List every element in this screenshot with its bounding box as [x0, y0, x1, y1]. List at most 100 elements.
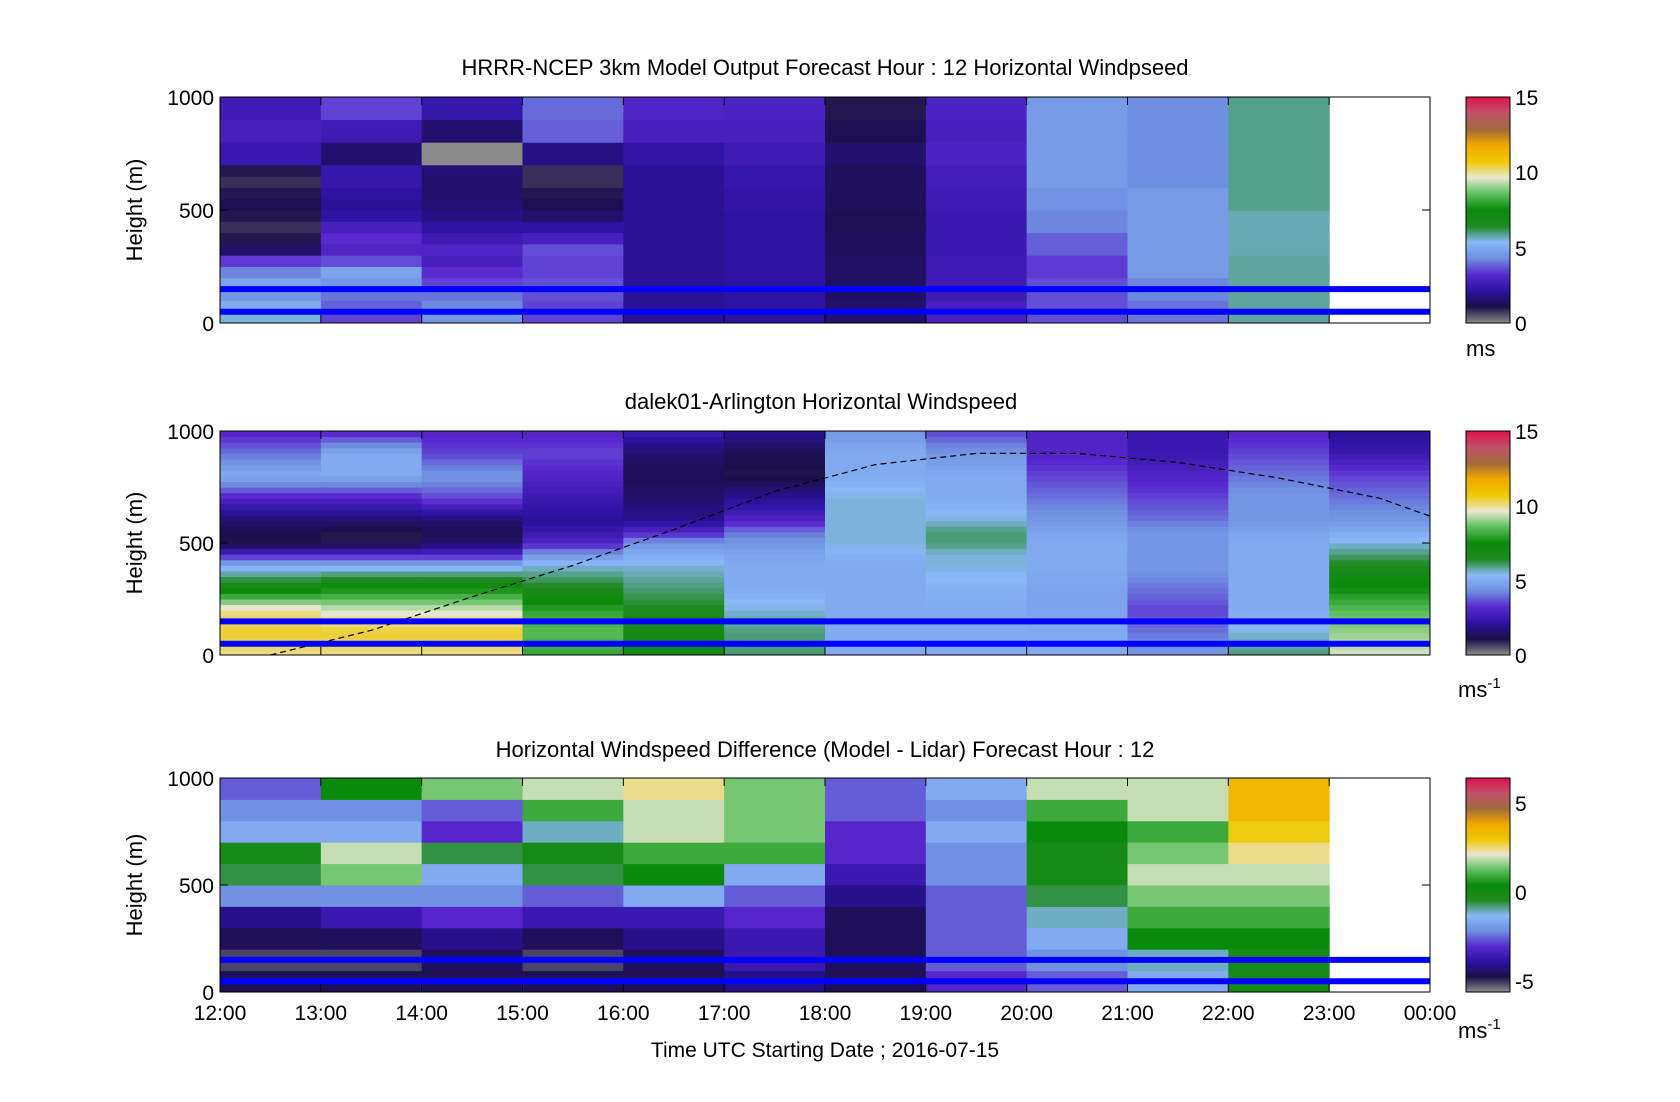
heatmap-cell [825, 130, 927, 143]
heatmap-cell [623, 464, 725, 471]
x-tick-label: 12:00 [194, 1002, 247, 1025]
heatmap-cell [724, 447, 826, 454]
heatmap-cell [522, 503, 624, 510]
heatmap-cell [724, 453, 826, 460]
heatmap-cell [623, 610, 725, 617]
heatmap-cell [220, 97, 322, 109]
heatmap-cell [220, 442, 322, 449]
heatmap-cell [1026, 587, 1128, 594]
heatmap-cell [825, 559, 927, 566]
heatmap-cell [1228, 130, 1330, 143]
heatmap-cell [623, 799, 725, 822]
heatmap-cell [724, 255, 826, 267]
heatmap-cell [421, 255, 523, 267]
heatmap-cell [1228, 487, 1330, 494]
heatmap-cell [623, 470, 725, 477]
heatmap-cell [421, 565, 523, 572]
heatmap-cell [522, 255, 624, 267]
heatmap-cell [825, 198, 927, 211]
heatmap-cell [1026, 927, 1128, 950]
heatmap-cell [220, 153, 322, 166]
heatmap-cell [220, 119, 322, 132]
heatmap-cell [1127, 475, 1229, 482]
x-ticks-difference: 12:00 13:00 14:00 15:00 16:00 17:00 18:00 19:00… [194, 778, 1456, 1025]
heatmap-cell [825, 515, 927, 522]
heatmap-cell [925, 108, 1028, 121]
heatmap-cell [522, 210, 624, 222]
heatmap-cell [724, 520, 826, 527]
heatmap-cell [220, 311, 322, 323]
heatmap-cell [724, 436, 826, 443]
heatmap-cell [1228, 198, 1330, 211]
heatmap-cell [925, 927, 1028, 950]
heatmap-cell [320, 565, 423, 572]
heatmap-cell [522, 130, 624, 143]
heatmap-cell [421, 820, 523, 843]
colorbar-tick-label: 10 [1515, 496, 1538, 519]
heatmap-cell [522, 97, 624, 109]
heatmap-cell [925, 459, 1028, 466]
colorbar-tick-label: 5 [1515, 238, 1527, 261]
colorbar-tick-label: -5 [1515, 971, 1534, 994]
heatmap-cell [421, 778, 523, 800]
heatmap-cell [623, 436, 725, 443]
heatmap-cell [522, 548, 624, 555]
heatmap-cell [320, 531, 423, 538]
heatmap-cell [320, 187, 423, 200]
heatmap-cell [1127, 108, 1229, 121]
heatmap-cell [320, 198, 423, 211]
heatmap-cell [623, 142, 725, 154]
heatmap-cell [1026, 243, 1128, 256]
heatmap-cell [1026, 475, 1128, 482]
x-tick-label: 23:00 [1303, 1002, 1356, 1025]
x-tick-label: 19:00 [900, 1002, 953, 1025]
heatmap-cell [522, 232, 624, 245]
heatmap-cell [421, 643, 523, 650]
heatmap-cell [1329, 604, 1430, 611]
heatmap-cell [220, 863, 322, 886]
heatmap-cell [1329, 492, 1430, 499]
heatmap-cell [1127, 447, 1229, 454]
x-tick-label: 21:00 [1101, 1002, 1154, 1025]
heatmap-cell [220, 232, 322, 245]
heatmap-cell [825, 277, 927, 290]
heatmap-cell [623, 885, 725, 907]
heatmap-cell [320, 906, 423, 929]
heatmap-cell [623, 475, 725, 482]
heatmap-cell [1127, 255, 1229, 267]
overlay-dashed-line [270, 452, 1430, 655]
heatmap-cell [421, 885, 523, 907]
heatmap-cell [1026, 187, 1128, 200]
heatmap-cell [1127, 927, 1229, 950]
heatmap-cell [825, 543, 927, 550]
colorbar-unit-lidar: ms-1 [1458, 675, 1501, 702]
heatmap-cell [220, 554, 322, 561]
colorbar-tick-label: 5 [1515, 571, 1527, 594]
heatmap-cell [522, 436, 624, 443]
heatmap-cell [724, 210, 826, 222]
heatmap-cell [925, 130, 1028, 143]
heatmap-cell [421, 459, 523, 466]
heatmap-cell [1228, 604, 1330, 611]
heatmap-cell [220, 576, 322, 583]
heatmap-cell [522, 277, 624, 290]
heatmap-cell [925, 164, 1028, 177]
heatmap-cell [724, 604, 826, 611]
heatmap-cell [623, 492, 725, 499]
colorbar-tick-label: 0 [1515, 882, 1527, 905]
heatmap-cell [623, 537, 725, 544]
heatmap-cell [623, 543, 725, 550]
heatmap-cell [1127, 232, 1229, 245]
heatmap-cell [320, 649, 423, 655]
heatmap-cell [220, 526, 322, 533]
heatmap-cell [220, 885, 322, 907]
heatmap-cell [724, 431, 826, 438]
heatmap-cell [320, 492, 423, 499]
heatmap-cell [522, 906, 624, 929]
heatmap-cell [421, 475, 523, 482]
heatmap-cell [1127, 554, 1229, 561]
x-tick-label: 20:00 [1000, 1002, 1053, 1025]
heatmap-cell [220, 503, 322, 510]
heatmap-cell [925, 548, 1028, 555]
heatmap-cell [724, 509, 826, 516]
